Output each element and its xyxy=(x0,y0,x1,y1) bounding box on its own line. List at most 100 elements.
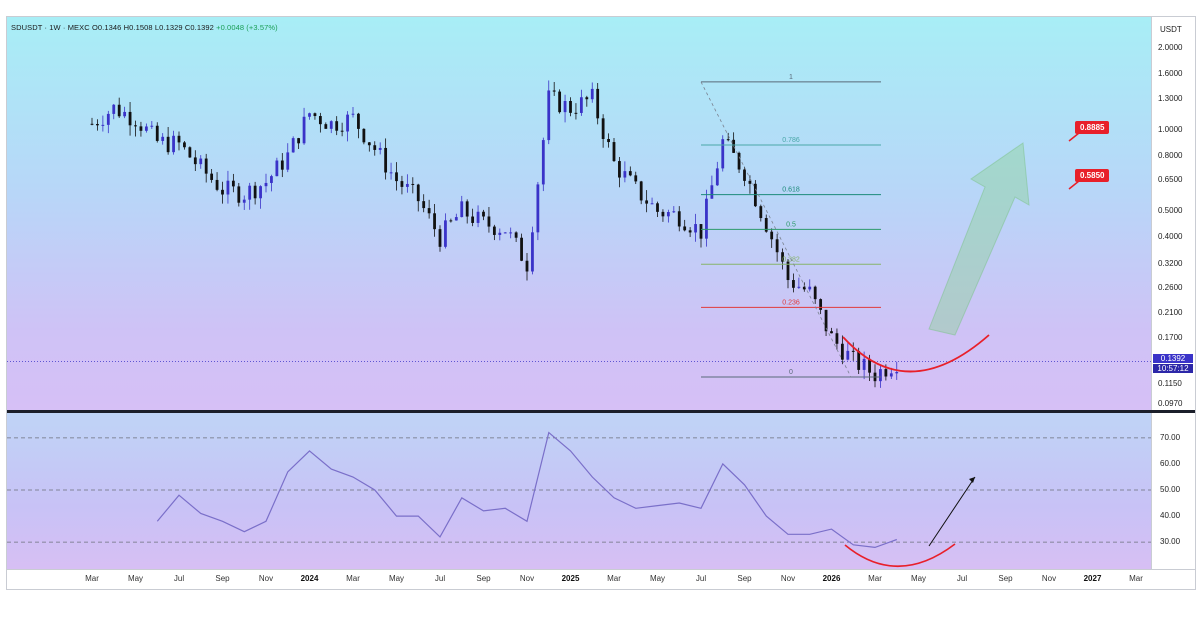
rsi-bottom-arc[interactable] xyxy=(844,543,956,568)
candle-body xyxy=(835,333,839,344)
rsi-axis[interactable]: 70.00 60.00 50.00 40.00 30.00 xyxy=(1151,413,1195,569)
candle-body xyxy=(193,157,197,165)
candle-body xyxy=(302,116,306,144)
candle-body xyxy=(884,369,888,377)
candle-body xyxy=(106,113,110,125)
time-axis-label: Jul xyxy=(956,574,968,583)
candle-body xyxy=(552,90,556,92)
candle-body xyxy=(862,358,866,370)
time-axis-label: Sep xyxy=(737,574,752,583)
candle-body xyxy=(378,147,382,150)
candle-body xyxy=(868,358,871,373)
candle-body xyxy=(454,217,458,221)
candle-body xyxy=(422,201,426,209)
fib-trend-line xyxy=(700,81,852,378)
candle-body xyxy=(362,128,366,143)
candle-body xyxy=(286,152,290,170)
rsi-chart-svg[interactable] xyxy=(7,413,1151,569)
candle-body xyxy=(134,125,137,127)
time-axis-label: 2025 xyxy=(561,574,580,583)
rsi-arrow-line[interactable] xyxy=(928,476,976,547)
rsi-tick-label: 40.00 xyxy=(1160,511,1181,521)
candle-body xyxy=(329,121,333,129)
pane-divider[interactable] xyxy=(7,410,1195,413)
candle-body xyxy=(813,286,817,300)
candle-body xyxy=(384,147,388,173)
candle-body xyxy=(590,88,594,100)
rsi-pane[interactable] xyxy=(7,413,1151,569)
time-axis[interactable]: Mar May Jul Sep Nov 2024 Mar May Jul Sep Nov 2025 Ma… xyxy=(7,569,1195,589)
candle-body xyxy=(498,232,502,235)
candle-body xyxy=(405,183,409,187)
time-axis-label: Jul xyxy=(173,574,185,583)
candle-body xyxy=(710,185,714,199)
candle-body xyxy=(547,90,551,141)
candle-body xyxy=(525,260,529,272)
candle-body xyxy=(656,203,659,212)
time-axis-label: Sep xyxy=(215,574,230,583)
candle-body xyxy=(248,185,252,200)
price-tick-label: 1.6000 xyxy=(1158,69,1183,79)
time-axis-label: Mar xyxy=(346,574,360,583)
time-axis-label: May xyxy=(388,574,405,583)
candle-body xyxy=(411,183,415,185)
candle-body xyxy=(721,139,725,169)
candle-body xyxy=(509,232,513,234)
time-axis-label: Nov xyxy=(780,574,796,583)
time-axis-label: Mar xyxy=(607,574,621,583)
candle-body xyxy=(536,184,540,233)
candle-body xyxy=(416,184,420,202)
fib-level-label: 0.618 xyxy=(782,187,800,194)
rsi-tick-label: 60.00 xyxy=(1160,458,1181,468)
candle-body xyxy=(280,160,284,170)
candle-body xyxy=(346,114,349,132)
fib-level-label: 0 xyxy=(789,369,793,376)
candle-body xyxy=(585,97,589,100)
candle-body xyxy=(748,180,752,184)
candle-body xyxy=(199,158,203,165)
candle-body xyxy=(144,126,148,131)
candle-body xyxy=(618,161,621,178)
time-axis-label: May xyxy=(910,574,927,583)
time-axis-label: Mar xyxy=(85,574,99,583)
target-pointer-2 xyxy=(1068,180,1080,190)
candle-body xyxy=(297,138,301,144)
candle-body xyxy=(449,220,453,222)
rounding-bottom-arc[interactable] xyxy=(842,334,990,373)
candle-body xyxy=(672,211,676,213)
candle-body xyxy=(846,350,850,360)
candles xyxy=(90,80,899,388)
candle-body xyxy=(210,173,214,180)
candle-body xyxy=(514,232,518,238)
candle-body xyxy=(351,113,355,115)
candle-body xyxy=(579,97,583,113)
candle-body xyxy=(775,239,779,253)
candle-body xyxy=(797,286,801,288)
candle-body xyxy=(270,176,273,183)
price-axis[interactable]: USDT 2.0000 1.6000 1.3000 1.0000 0.8000 0.650… xyxy=(1151,17,1195,411)
target-arrow[interactable] xyxy=(928,142,1030,336)
candle-body xyxy=(433,213,436,230)
candle-body xyxy=(313,113,317,117)
candle-body xyxy=(531,232,534,272)
countdown-tag: 10:57:12 xyxy=(1153,364,1193,373)
time-axis-label: Sep xyxy=(998,574,1013,583)
candle-body xyxy=(802,286,806,290)
candle-body xyxy=(340,130,344,132)
time-axis-label: 2024 xyxy=(300,574,319,583)
rsi-arrow-head xyxy=(969,477,975,483)
time-axis-label: Nov xyxy=(1041,574,1057,583)
candle-body xyxy=(161,136,165,141)
candle-body xyxy=(204,158,208,174)
candle-body xyxy=(438,229,442,247)
candle-body xyxy=(275,160,279,177)
candle-body xyxy=(737,152,741,170)
candle-body xyxy=(101,124,105,126)
candle-body xyxy=(792,280,795,288)
rsi-tick-label: 50.00 xyxy=(1160,485,1181,494)
candle-body xyxy=(335,121,339,131)
